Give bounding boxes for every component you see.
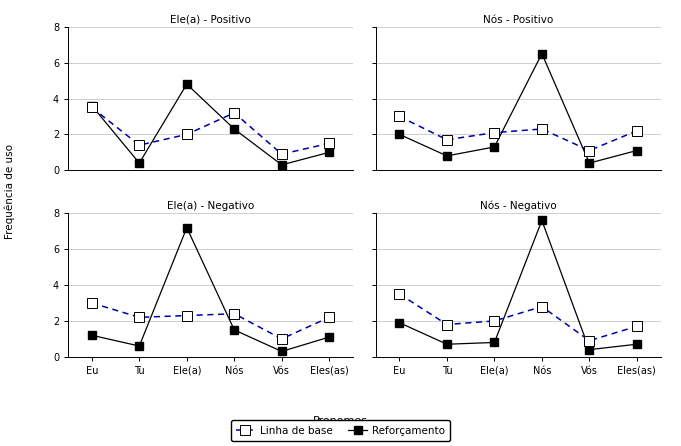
Title: Nós - Positivo: Nós - Positivo (483, 15, 553, 25)
Title: Ele(a) - Positivo: Ele(a) - Positivo (170, 15, 251, 25)
Title: Ele(a) - Negativo: Ele(a) - Negativo (167, 201, 254, 211)
Title: Nós - Negativo: Nós - Negativo (480, 201, 556, 211)
Text: Pronomes: Pronomes (313, 417, 368, 426)
Text: Frequência de uso: Frequência de uso (5, 144, 16, 240)
Legend: Linha de base, Reforçamento: Linha de base, Reforçamento (231, 421, 450, 441)
